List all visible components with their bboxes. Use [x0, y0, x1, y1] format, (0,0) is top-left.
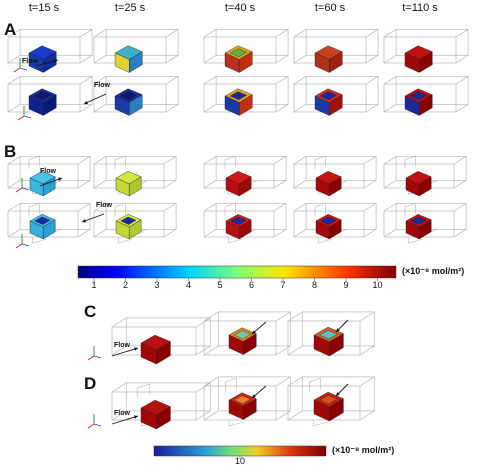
flow-arrow-a2 [83, 93, 107, 105]
panel-letter-c: C [84, 302, 97, 321]
block-a2-4 [404, 88, 433, 116]
time-label: t=110 s [402, 2, 438, 14]
axis-triad-b1 [15, 178, 30, 193]
colorbar-top-unit: (×10⁻⁸ mol/m²) [402, 266, 465, 276]
colorbar-top-tick: 9 [343, 280, 349, 290]
block-a1-3 [314, 45, 343, 73]
colorbar-top-tick: 10 [372, 280, 383, 290]
block-b1-4 [405, 171, 432, 197]
block-a2-1 [114, 88, 143, 116]
flow-label-a1: Flow [22, 58, 38, 65]
colorbar-top-tick: 1 [91, 280, 97, 290]
flow-arrow-a1 [35, 59, 59, 67]
block-b2-1 [115, 214, 142, 240]
panel-letter-b: B [4, 142, 17, 161]
flow-label-b2: Flow [96, 202, 112, 209]
block-b1-1 [115, 171, 142, 197]
block-b1-2 [225, 171, 252, 197]
axis-triad-b2 [15, 234, 30, 249]
block-a2-3 [314, 88, 343, 116]
time-label: t=60 s [314, 2, 346, 14]
flow-arrow-c2 [335, 319, 349, 333]
flow-arrow-d1 [251, 385, 267, 399]
block-b2-3 [315, 214, 342, 240]
flow-label-d: Flow [114, 410, 130, 417]
colorbar-top-tick: 7 [280, 280, 286, 290]
block-b2-4 [405, 214, 432, 240]
colorbar-bottom [153, 445, 327, 459]
flow-arrow-c [111, 347, 139, 357]
block-d-2 [313, 391, 344, 422]
block-a1-1 [114, 45, 143, 73]
colorbar-top [77, 265, 397, 281]
time-label: t=40 s [224, 2, 256, 14]
colorbar-bottom-unit: (×10⁻⁸ mol/m²) [332, 445, 395, 455]
flow-arrow-b2 [81, 213, 105, 223]
axis-triad-d [87, 414, 102, 429]
axis-triad-a1 [13, 58, 28, 73]
flow-label-b1: Flow [40, 168, 56, 175]
colorbar-top-tick: 2 [122, 280, 129, 290]
block-d-0 [140, 399, 171, 430]
flow-arrow-d [111, 415, 139, 425]
axis-triad-c [87, 346, 102, 361]
flow-arrow-d2 [335, 383, 349, 397]
flow-arrow-b1 [39, 177, 63, 187]
channel-d-2 [287, 376, 375, 421]
colorbar-top-tick: 6 [248, 280, 255, 290]
block-a2-2 [224, 88, 253, 116]
flow-label-a2: Flow [94, 82, 110, 89]
panel-letter-a: A [4, 20, 17, 39]
block-d-1 [228, 392, 257, 420]
time-label: t=25 s [114, 2, 146, 14]
panel-letter-d: D [84, 374, 97, 393]
block-b1-3 [315, 171, 342, 197]
time-label: t=15 s [28, 2, 60, 14]
flow-arrow-c1 [251, 321, 267, 335]
colorbar-top-tick: 5 [217, 280, 223, 290]
block-a2-0 [28, 88, 57, 116]
block-b2-2 [225, 214, 252, 240]
block-c-1 [228, 327, 257, 355]
colorbar-top-tick: 3 [154, 280, 160, 290]
block-c-0 [140, 334, 171, 365]
colorbar-top-tick: 4 [185, 280, 192, 290]
block-b1-0 [29, 171, 56, 197]
colorbar-bottom-tick: 10 [234, 456, 246, 466]
colorbar-top-tick: 8 [311, 280, 318, 290]
block-c-2 [313, 326, 344, 357]
flow-label-c: Flow [114, 342, 130, 349]
block-a1-4 [404, 45, 433, 73]
axis-triad-a2 [17, 106, 32, 121]
block-a1-2 [224, 45, 253, 73]
block-b2-0 [29, 214, 56, 240]
